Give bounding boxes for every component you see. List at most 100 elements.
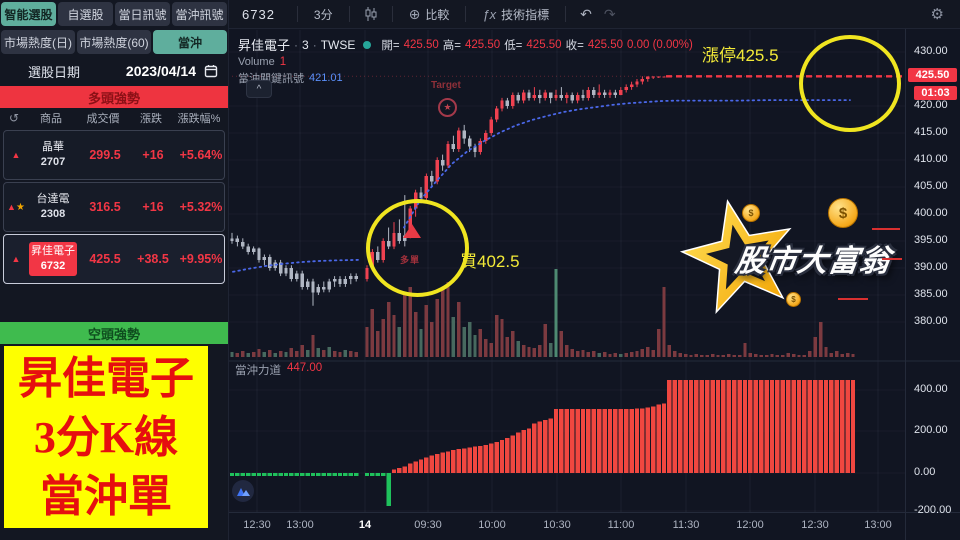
low-value: 425.50	[526, 38, 562, 51]
price-change-pct: +5.32%	[179, 200, 223, 214]
compare-label: 比較	[425, 7, 450, 22]
time-tick: 12:00	[736, 519, 764, 531]
long-position-label: 多單	[400, 255, 421, 265]
chart-style-icon[interactable]	[364, 6, 378, 22]
price-tick: 200.00	[914, 424, 948, 436]
bear-strength-banner: 空頭強勢	[0, 322, 228, 344]
settings-gear-icon[interactable]: ⚙	[930, 6, 944, 23]
callout-line: 當沖單	[40, 471, 172, 521]
stock-name-cell: 昇佳電子 6732	[29, 242, 77, 276]
long-entry-marker-icon	[403, 224, 421, 238]
callout-line: 昇佳電子	[18, 353, 194, 403]
price-tick: 400.00	[914, 383, 948, 395]
tab-day-signal[interactable]: 當日訊號	[115, 2, 170, 26]
coin-icon: $	[742, 204, 760, 222]
pane-restore-button[interactable]	[232, 480, 254, 502]
highlight-circle-limit	[799, 35, 901, 132]
date-value[interactable]: 2023/04/14	[125, 63, 196, 79]
legend-exchange: TWSE	[320, 37, 356, 52]
symbol-name[interactable]: 昇佳電子	[238, 38, 291, 53]
price-tick: -200.00	[914, 504, 952, 516]
limit-up-annotation: 漲停425.5	[702, 46, 779, 65]
price-tick: 405.00	[914, 180, 948, 192]
coin-icon: $	[828, 198, 858, 228]
tab-day-trade[interactable]: 當沖	[153, 30, 227, 54]
time-tick: 11:30	[672, 519, 700, 531]
stock-picker-sidebar: 智能選股 自選股 當日訊號 當沖訊號 市場熱度(日) 市場熱度(60) 當沖 選股日期 2…	[0, 0, 229, 540]
close-label: 收=	[565, 39, 584, 52]
stock-row-6732[interactable]: ▲ 昇佳電子 6732 425.5 +38.5 +9.95%	[3, 234, 225, 284]
last-price: 299.5	[89, 148, 121, 162]
refresh-icon[interactable]: ↺	[8, 111, 20, 125]
speed-line	[872, 228, 900, 230]
tab-smart-pick[interactable]: 智能選股	[1, 2, 56, 26]
time-tick: 10:00	[478, 519, 506, 531]
change-value: 0.00 (0.00%)	[627, 38, 693, 51]
divider	[565, 6, 567, 22]
signal-value: 421.01	[309, 72, 343, 84]
price-tick: 395.00	[914, 234, 948, 246]
interval-selector[interactable]: 3分	[313, 7, 333, 22]
annotation-callout-box: 昇佳電子 3分K線 當沖單	[4, 346, 208, 528]
stock-name-cell: 晶華 2707	[40, 141, 66, 168]
plus-circle-icon: ⊕	[408, 5, 421, 22]
dot-sep: ·	[312, 37, 317, 52]
speed-line	[838, 298, 868, 300]
redo-button[interactable]: ↷	[603, 5, 616, 22]
price-tick: 430.00	[914, 45, 948, 57]
time-tick: 14	[358, 519, 372, 531]
lower-pane-legend: 當沖力道 447.00	[235, 362, 322, 378]
up-triangle-icon: ▲	[7, 201, 16, 212]
price-axis[interactable]: 430.00 420.00 415.00 410.00 405.00 400.00 395.…	[905, 28, 960, 540]
collapse-panel-button[interactable]: ^	[246, 80, 272, 98]
price-change-pct: +9.95%	[179, 252, 223, 266]
dot-sep: ·	[294, 37, 299, 52]
high-value: 425.50	[465, 38, 501, 51]
time-tick: 12:30	[801, 519, 829, 531]
time-tick: 13:00	[286, 519, 314, 531]
column-header: 成交價	[86, 113, 120, 125]
star-icon	[680, 199, 792, 314]
price-tick: 415.00	[914, 126, 948, 138]
stock-row-2308[interactable]: ▲★ 台達電 2308 316.5 +16 +5.32%	[3, 182, 225, 232]
tab-daytrade-signal[interactable]: 當沖訊號	[172, 2, 227, 26]
tab-market-heat-day[interactable]: 市場熱度(日)	[1, 30, 75, 54]
price-tick: 400.00	[914, 207, 948, 219]
stock-table: ▲ 晶華 2707 299.5 +16 +5.64% ▲★ 台達電 2308 316.5 +16 +5…	[0, 130, 228, 284]
price-tick: 380.00	[914, 315, 948, 327]
volume-label: Volume	[238, 56, 275, 68]
indicators-label: 技術指標	[501, 7, 550, 22]
tab-watchlist[interactable]: 自選股	[58, 2, 113, 26]
speed-line	[882, 258, 902, 260]
time-axis[interactable]: 12:30 13:00 14 09:30 10:00 10:30 11:00 11:30 12:…	[228, 512, 960, 540]
power-label: 當沖力道	[235, 365, 281, 377]
price-change: +38.5	[137, 252, 169, 266]
bull-strength-banner: 多頭強勢	[0, 86, 228, 108]
stock-row-2707[interactable]: ▲ 晶華 2707 299.5 +16 +5.64%	[3, 130, 225, 180]
high-label: 高=	[442, 39, 461, 52]
tab-market-heat-60[interactable]: 市場熱度(60)	[77, 30, 151, 54]
stock-table-header: ↺ 商品 成交價 漲跌 漲跌幅%	[0, 108, 228, 128]
time-tick: 10:30	[543, 519, 571, 531]
price-tick: 0.00	[914, 466, 936, 478]
last-price: 425.5	[89, 252, 121, 266]
indicators-button[interactable]: ƒx 技術指標	[482, 6, 549, 23]
buy-annotation: 買402.5	[460, 252, 520, 271]
chart-legend: 昇佳電子 · 3 · TWSE 開= 425.50 高= 425.50 低= 425.…	[238, 35, 693, 86]
date-label: 選股日期	[28, 64, 81, 80]
price-change: +16	[142, 148, 164, 162]
divider	[348, 6, 350, 22]
divider	[391, 6, 393, 22]
price-tick: 390.00	[914, 261, 948, 273]
power-value: 447.00	[287, 362, 323, 374]
undo-button[interactable]: ↶	[580, 5, 592, 22]
open-label: 開=	[381, 39, 400, 52]
price-change: +16	[142, 200, 164, 214]
price-tick: 420.00	[914, 99, 948, 111]
symbol-search-input[interactable]: 6732	[242, 6, 275, 22]
compare-button[interactable]: ⊕ 比較	[409, 6, 450, 23]
bar-countdown-badge: 01:03	[914, 86, 957, 100]
calendar-icon[interactable]	[204, 64, 218, 78]
date-picker-row: 選股日期 2023/04/14	[0, 56, 228, 86]
